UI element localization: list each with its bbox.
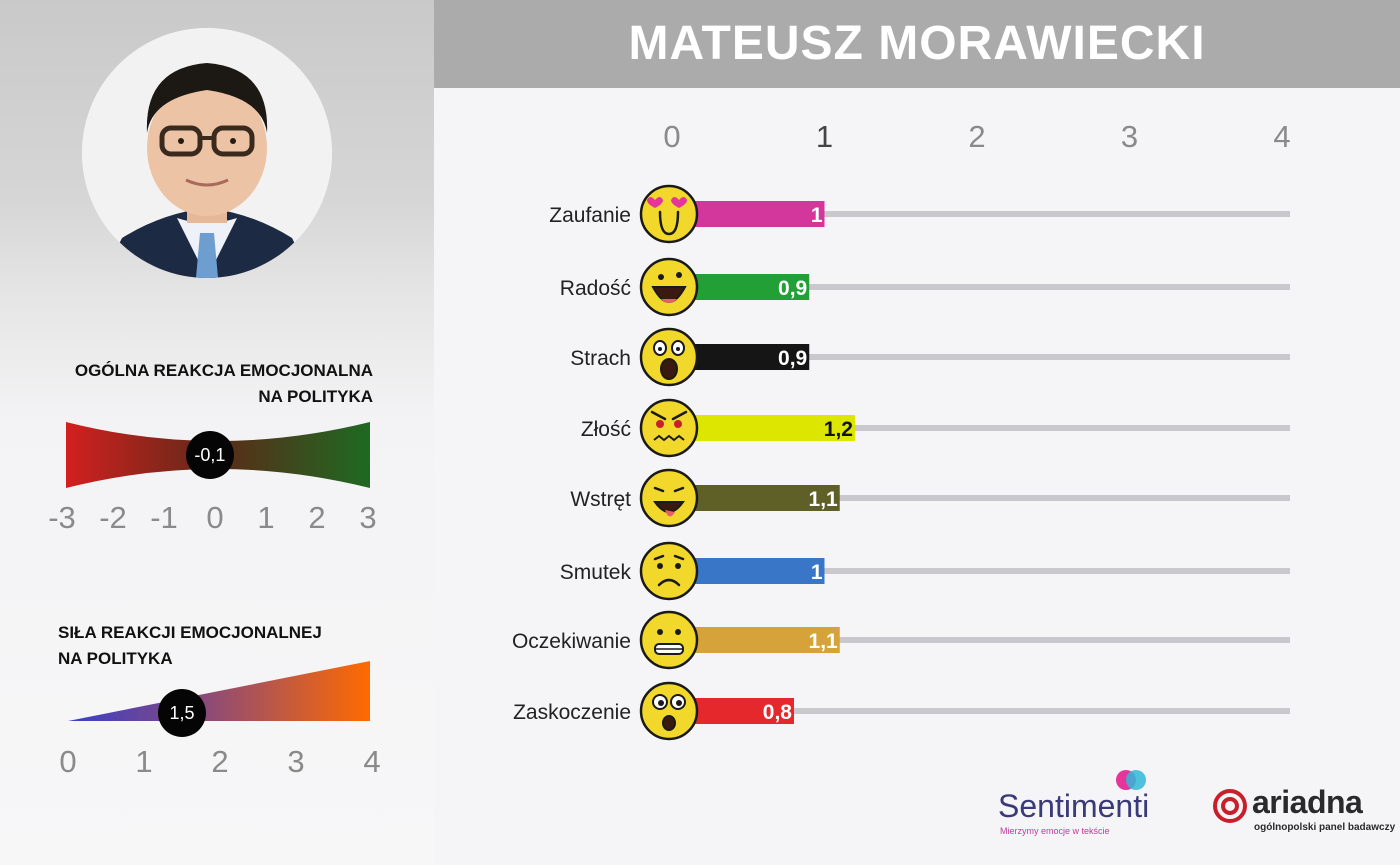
reaction-strength-tick: 4: [363, 744, 381, 779]
x-tick-label: 0: [663, 119, 680, 154]
reaction-strength-tick: 3: [287, 744, 305, 779]
overall-reaction-title-line2: NA POLITYKA: [258, 387, 373, 406]
left-panel: OGÓLNA REAKCJA EMOCJONALNA NA POLITYKA -…: [0, 0, 434, 865]
bar-track: [672, 211, 1290, 217]
reaction-strength-scale: [68, 661, 370, 721]
overall-reaction-marker: -0,1: [185, 431, 234, 479]
portrait-illustration: [82, 28, 332, 278]
overall-reaction-tick: -1: [150, 500, 178, 535]
overall-reaction-tick: 1: [257, 500, 275, 535]
disgusted-face-icon: [639, 468, 699, 528]
bar-track: [672, 568, 1290, 574]
reaction-strength-marker: 1,5: [158, 689, 206, 737]
reaction-strength-title-line1: SIŁA REAKCJI EMOCJONALNEJ: [58, 623, 322, 642]
category-label: Smutek: [560, 561, 632, 584]
x-tick-label: 1: [816, 119, 833, 154]
overall-reaction-tick: -3: [48, 500, 76, 535]
category-label: Zaskoczenie: [513, 701, 631, 724]
bar-value-label: 1,1: [809, 630, 839, 653]
angry-face-icon: [639, 398, 699, 458]
bar-track: [672, 495, 1290, 501]
header-band: [434, 0, 1400, 88]
sentimenti-name: Sentimenti: [998, 788, 1150, 824]
laughing-face-icon: [639, 257, 699, 317]
ariadna-logo: ariadna ogólnopolski panel badawczy: [1212, 784, 1395, 843]
category-label: Strach: [570, 347, 631, 370]
overall-reaction-tick: 2: [308, 500, 326, 535]
chart-row: Strach 0,9: [570, 327, 1290, 387]
scared-face-icon: [639, 327, 699, 387]
expectant-face-icon: [639, 610, 699, 670]
bar-value-label: 0,9: [778, 347, 807, 370]
bar-track: [672, 425, 1290, 431]
chart-row: Smutek 1: [560, 541, 1290, 601]
x-tick-label: 3: [1121, 119, 1138, 154]
category-label: Radość: [560, 277, 631, 300]
chart-row: Radość 0,9: [560, 257, 1290, 317]
sentimenti-logo: Sentimenti Mierzymy emocje w tekście: [998, 768, 1198, 838]
bar-track: [672, 354, 1290, 360]
overall-reaction-tick: 0: [206, 500, 224, 535]
category-label: Oczekiwanie: [512, 630, 631, 653]
x-tick-label: 2: [968, 119, 985, 154]
x-tick-label: 4: [1273, 119, 1290, 154]
chart-row: Złość 1,2: [581, 398, 1290, 458]
category-label: Zaufanie: [549, 204, 631, 227]
bar-value-label: 1,1: [809, 488, 839, 511]
heart-eyes-face-icon: [639, 184, 699, 244]
bar-value-label: 1: [811, 204, 823, 227]
emotion-bar-chart: 0 1 2 3 4 Zaufanie 1 Radość 0,9 Strach 0,9 Złość 1,2…: [512, 119, 1291, 741]
bar-value-label: 0,9: [778, 277, 807, 300]
category-label: Wstręt: [570, 488, 631, 511]
bar: [672, 627, 840, 653]
ariadna-spiral-icon: [1213, 789, 1247, 823]
reaction-strength-tick: 2: [211, 744, 229, 779]
chart-row: Zaskoczenie 0,8: [513, 681, 1290, 741]
ariadna-tagline: ogólnopolski panel badawczy: [1254, 822, 1396, 833]
chart-row: Oczekiwanie 1,1: [512, 610, 1290, 670]
overall-reaction-title-line1: OGÓLNA REAKCJA EMOCJONALNA: [74, 361, 373, 380]
bar-value-label: 1,2: [824, 418, 853, 441]
category-label: Złość: [581, 418, 631, 441]
bar-track: [672, 637, 1290, 643]
surprised-face-icon: [639, 681, 699, 741]
chart-row: Zaufanie 1: [549, 184, 1290, 244]
reaction-strength-tick: 0: [59, 744, 77, 779]
bar-value-label: 0,8: [763, 701, 793, 724]
overall-reaction-title: OGÓLNA REAKCJA EMOCJONALNA NA POLITYKA: [40, 358, 373, 410]
sentimenti-heads-icon: [1116, 770, 1146, 790]
bar: [672, 485, 840, 511]
politician-photo: [82, 28, 332, 278]
overall-reaction-tick: -2: [99, 500, 127, 535]
sad-face-icon: [639, 541, 699, 601]
bar: [672, 415, 855, 441]
chart-row: Wstręt 1,1: [570, 468, 1290, 528]
reaction-strength-title: SIŁA REAKCJI EMOCJONALNEJ NA POLITYKA: [58, 620, 358, 672]
reaction-strength-title-line2: NA POLITYKA: [58, 649, 173, 668]
chart-title: MATEUSZ MORAWIECKI: [628, 17, 1206, 70]
ariadna-name: ariadna: [1252, 784, 1363, 820]
bar-value-label: 1: [811, 561, 823, 584]
bar-track: [672, 708, 1290, 714]
bar-track: [672, 284, 1290, 290]
reaction-strength-tick: 1: [135, 744, 153, 779]
sentimenti-tagline: Mierzymy emocje w tekście: [1000, 826, 1110, 836]
overall-reaction-tick: 3: [359, 500, 377, 535]
right-panel: MATEUSZ MORAWIECKI 0 1 2 3 4 Zaufanie 1 Radość 0…: [434, 0, 1400, 865]
